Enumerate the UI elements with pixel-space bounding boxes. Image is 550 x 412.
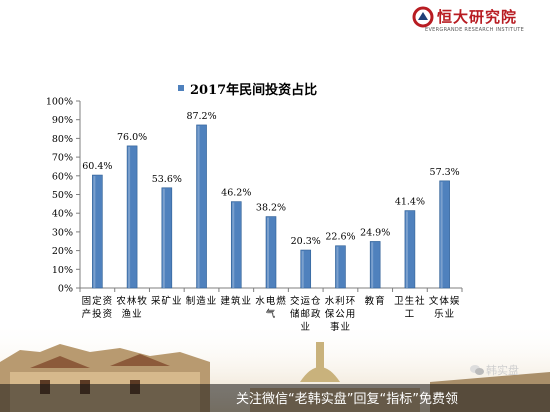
x-tick-label: 保公用 (325, 308, 357, 320)
x-tick-label: 工 (405, 309, 416, 320)
bar (161, 187, 173, 289)
bar (335, 245, 346, 289)
bar-highlight (371, 242, 374, 288)
x-tick-label: 制造业 (186, 295, 218, 307)
x-tick-label: 储邮政 (290, 308, 322, 320)
bar (404, 210, 416, 289)
y-tick-label: 80% (52, 134, 73, 145)
x-tick-label: 产投资 (82, 308, 114, 320)
data-label: 87.2% (186, 111, 216, 122)
x-tick-label: 文体娱 (429, 295, 461, 307)
promo-text: 关注微信“老韩实盘”回复“指标”免费领 (236, 392, 458, 407)
data-label: 41.4% (395, 197, 425, 208)
data-label: 60.4% (82, 161, 112, 172)
data-label: 20.3% (291, 236, 321, 247)
data-label: 38.2% (256, 203, 286, 214)
bar (126, 145, 138, 289)
watermark-text: 韩实盘 (486, 364, 519, 377)
bar-highlight (336, 246, 339, 288)
bar-highlight (301, 251, 304, 288)
bar (230, 201, 242, 289)
x-tick-label: 交运仓 (290, 295, 322, 307)
y-tick-label: 60% (52, 171, 73, 182)
y-tick-label: 70% (52, 153, 73, 164)
bar-highlight (232, 202, 235, 288)
x-tick-label: 气 (266, 308, 277, 320)
x-tick-label: 乐业 (434, 308, 455, 320)
data-label: 53.6% (152, 174, 182, 185)
data-label: 46.2% (221, 188, 251, 199)
bar (196, 124, 207, 289)
y-tick-label: 0% (58, 284, 73, 295)
brand-name: 恒大研究院 (437, 8, 518, 26)
bar-highlight (440, 181, 443, 288)
x-tick-label: 农林牧 (116, 295, 148, 307)
y-tick-label: 40% (52, 209, 73, 220)
bar-highlight (128, 146, 131, 288)
x-tick-label: 采矿业 (151, 295, 183, 307)
y-tick-label: 30% (52, 227, 73, 238)
bar (265, 216, 277, 289)
y-tick-label: 10% (52, 265, 73, 276)
x-tick-label: 水电燃 (255, 295, 287, 307)
x-tick-label: 卫生社 (394, 295, 426, 307)
y-tick-label: 100% (46, 97, 73, 108)
data-label: 24.9% (360, 227, 390, 238)
chart-title: 2017年民间投资占比 (190, 82, 318, 98)
wechat-icon (470, 365, 484, 375)
legend-swatch (178, 85, 184, 91)
x-tick-label: 教育 (365, 295, 386, 307)
x-tick-label: 渔业 (122, 309, 143, 320)
bar (439, 180, 450, 289)
bar (92, 174, 103, 289)
footer-overlay (0, 384, 550, 412)
x-tick-label: 建筑业 (221, 295, 253, 307)
y-tick-label: 20% (52, 246, 73, 257)
bar-highlight (267, 217, 269, 288)
y-tick-label: 50% (52, 190, 73, 201)
bar (369, 241, 381, 289)
bar-highlight (162, 188, 165, 288)
x-tick-label: 水利环 (325, 295, 357, 307)
bar-highlight (197, 125, 200, 288)
evergrande-logo-icon (412, 6, 434, 28)
bar (300, 249, 312, 289)
brand-subtitle: EVERGRANDE RESEARCH INSTITUTE (425, 27, 525, 33)
data-label: 57.3% (430, 167, 460, 178)
y-tick-label: 90% (52, 115, 73, 126)
data-label: 76.0% (117, 132, 147, 143)
header-bar: 恒大研究院 EVERGRANDE RESEARCH INSTITUTE (0, 0, 550, 36)
data-label: 22.6% (325, 232, 355, 243)
bar-highlight (405, 211, 408, 288)
bar-highlight (93, 176, 96, 288)
x-tick-label: 固定资 (82, 295, 114, 307)
chart-legend: 2017年民间投资占比 (178, 78, 317, 98)
